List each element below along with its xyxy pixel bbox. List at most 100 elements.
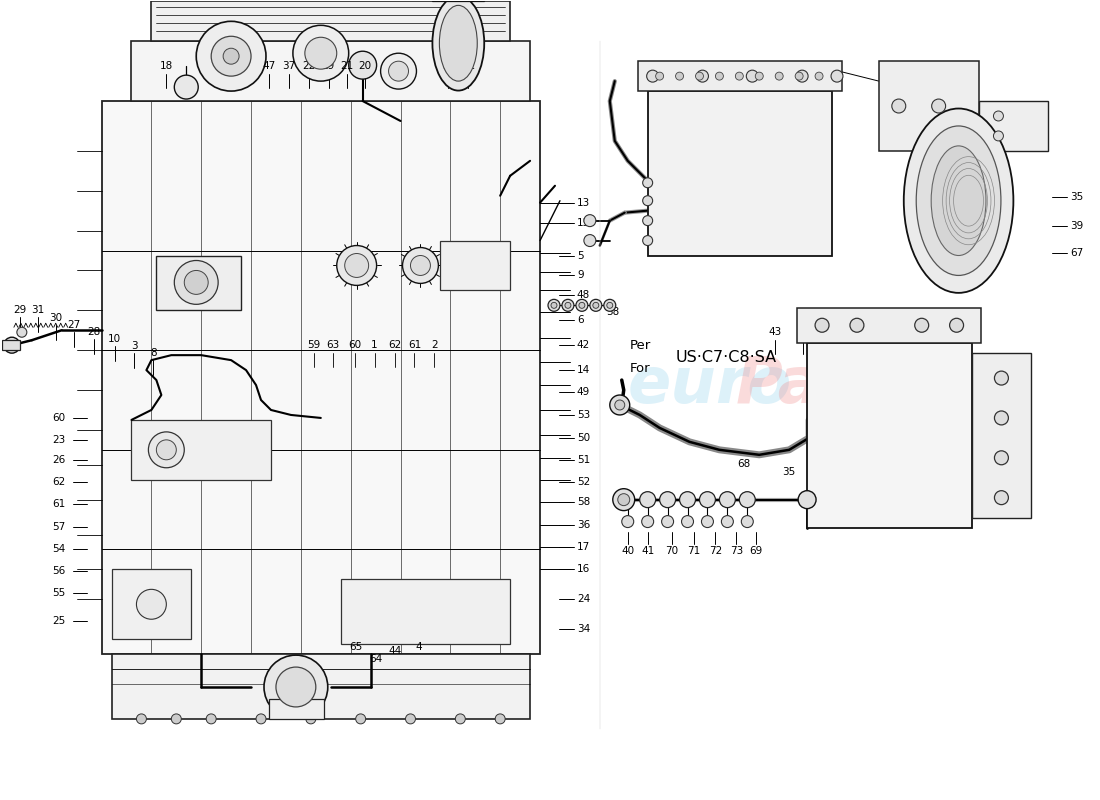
Text: euro: euro <box>627 354 792 416</box>
Text: 17: 17 <box>576 542 591 553</box>
Text: 72: 72 <box>708 546 722 557</box>
Polygon shape <box>971 353 1032 518</box>
Ellipse shape <box>916 126 1001 275</box>
Text: 4: 4 <box>415 642 421 652</box>
Text: euro: euro <box>114 354 278 416</box>
Circle shape <box>156 440 176 460</box>
Text: 62: 62 <box>52 477 65 486</box>
Circle shape <box>994 451 1009 465</box>
Circle shape <box>799 490 816 509</box>
Circle shape <box>994 411 1009 425</box>
Text: 18: 18 <box>160 61 173 71</box>
Text: 9: 9 <box>576 270 583 281</box>
Text: 72: 72 <box>1006 433 1020 443</box>
Circle shape <box>565 302 571 308</box>
Circle shape <box>607 302 613 308</box>
Text: 49: 49 <box>576 387 591 397</box>
Circle shape <box>609 395 629 415</box>
Text: 14: 14 <box>576 365 591 375</box>
Text: 71: 71 <box>1006 401 1020 411</box>
Text: 48: 48 <box>576 290 591 300</box>
Circle shape <box>276 667 316 707</box>
Text: 29: 29 <box>13 306 26 315</box>
Circle shape <box>656 72 663 80</box>
Text: 7: 7 <box>761 61 768 71</box>
Text: 19: 19 <box>322 61 335 71</box>
Circle shape <box>642 216 652 226</box>
Text: 57: 57 <box>52 522 65 531</box>
Text: 35: 35 <box>1070 192 1084 202</box>
Text: 15: 15 <box>576 218 591 228</box>
Circle shape <box>746 70 758 82</box>
Text: 27: 27 <box>67 320 80 330</box>
Text: 26: 26 <box>52 454 65 465</box>
Circle shape <box>830 70 843 82</box>
Polygon shape <box>798 308 981 343</box>
Text: 67: 67 <box>1070 247 1084 258</box>
Text: 43: 43 <box>769 327 782 338</box>
Text: 68: 68 <box>738 458 751 469</box>
Circle shape <box>618 494 629 506</box>
Polygon shape <box>132 42 530 101</box>
Circle shape <box>615 400 625 410</box>
Text: 60: 60 <box>52 413 65 423</box>
Polygon shape <box>979 101 1048 151</box>
Circle shape <box>148 432 185 468</box>
Circle shape <box>196 22 266 91</box>
Circle shape <box>306 714 316 724</box>
Text: 71: 71 <box>686 546 700 557</box>
Circle shape <box>388 61 408 81</box>
Text: 53: 53 <box>576 410 591 420</box>
Circle shape <box>584 214 596 226</box>
Circle shape <box>593 302 598 308</box>
Text: 11: 11 <box>955 78 968 88</box>
Text: 13: 13 <box>576 198 591 208</box>
Text: 62: 62 <box>388 340 401 350</box>
Bar <box>270 699 323 719</box>
Text: 28: 28 <box>87 327 100 338</box>
Circle shape <box>590 299 602 311</box>
Polygon shape <box>879 61 979 151</box>
Circle shape <box>206 714 217 724</box>
Circle shape <box>739 492 756 508</box>
Circle shape <box>551 302 557 308</box>
Circle shape <box>174 75 198 99</box>
Circle shape <box>660 492 675 508</box>
Circle shape <box>850 318 864 332</box>
Circle shape <box>647 70 659 82</box>
Polygon shape <box>807 343 971 527</box>
Circle shape <box>355 714 365 724</box>
Circle shape <box>994 490 1009 505</box>
Circle shape <box>815 318 829 332</box>
Text: 44: 44 <box>389 646 403 656</box>
Text: 58: 58 <box>576 497 591 506</box>
Text: 69: 69 <box>750 546 763 557</box>
Polygon shape <box>111 570 191 639</box>
Circle shape <box>642 178 652 188</box>
Text: 59: 59 <box>307 340 320 350</box>
Text: 47: 47 <box>263 61 276 71</box>
Text: 24: 24 <box>576 594 591 604</box>
Circle shape <box>403 247 439 283</box>
Text: 43: 43 <box>715 61 728 71</box>
Circle shape <box>337 246 376 286</box>
Text: 32: 32 <box>462 61 475 71</box>
Text: 1: 1 <box>372 340 378 350</box>
Polygon shape <box>111 654 530 719</box>
Circle shape <box>579 302 585 308</box>
Circle shape <box>722 515 734 527</box>
Text: 33: 33 <box>442 61 455 71</box>
Circle shape <box>621 515 634 527</box>
Circle shape <box>349 51 376 79</box>
Circle shape <box>562 299 574 311</box>
Text: Parts: Parts <box>223 354 409 416</box>
Circle shape <box>495 714 505 724</box>
Circle shape <box>661 515 673 527</box>
Circle shape <box>381 54 417 89</box>
Text: Parts: Parts <box>736 354 922 416</box>
Circle shape <box>305 38 337 69</box>
Text: 46: 46 <box>870 327 883 338</box>
Text: 63: 63 <box>326 340 340 350</box>
Circle shape <box>702 515 714 527</box>
Circle shape <box>993 131 1003 141</box>
